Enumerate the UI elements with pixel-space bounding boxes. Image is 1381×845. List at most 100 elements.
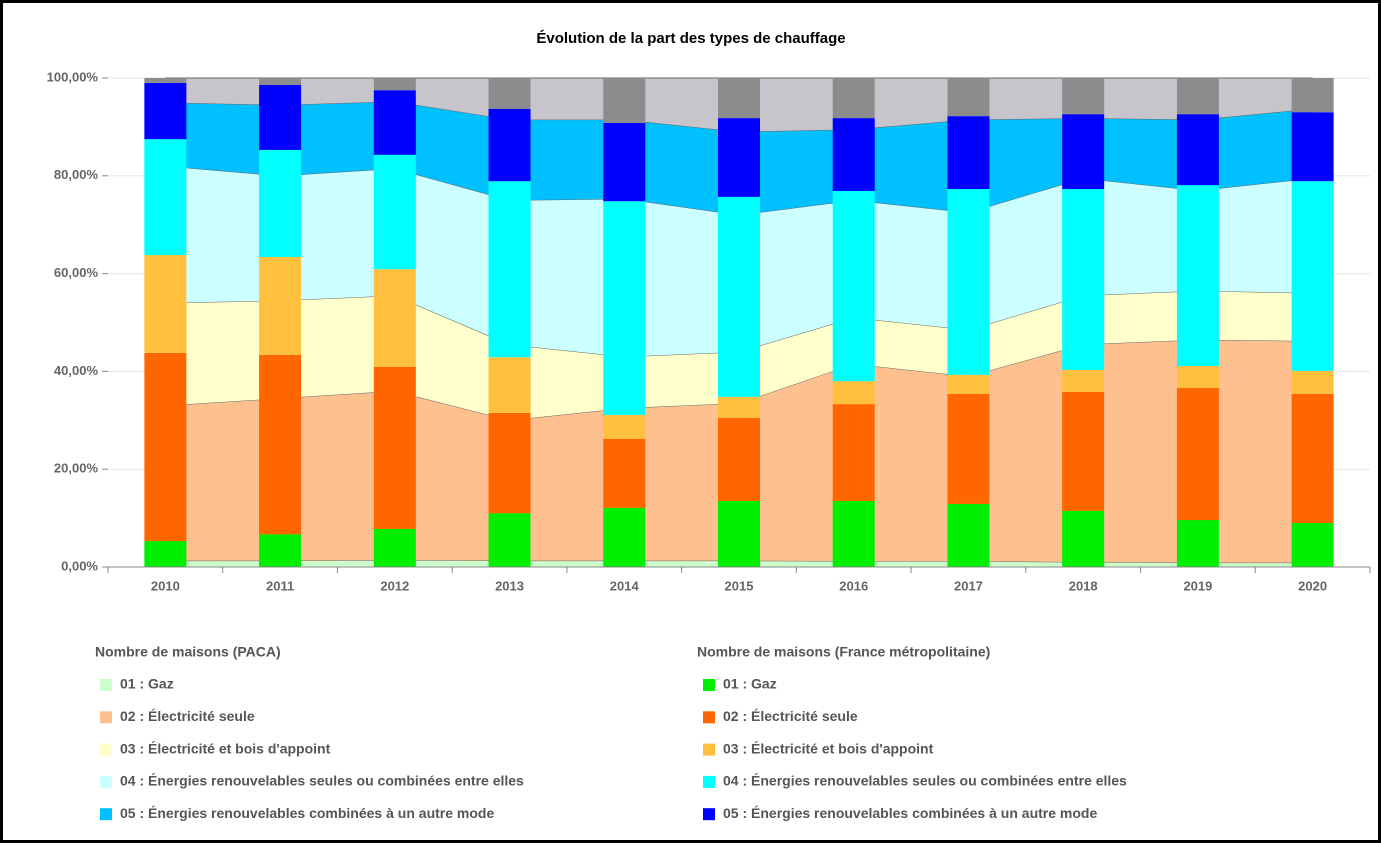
bar-segment [947, 374, 990, 394]
x-tick-label: 2014 [610, 578, 640, 593]
bar-segment [373, 90, 416, 155]
bar-segment [947, 78, 990, 117]
bar-segment [488, 78, 531, 109]
y-tick-label: 40,00% [54, 363, 99, 378]
y-tick-label: 0,00% [61, 558, 98, 573]
bar-segment [259, 256, 302, 355]
x-tick-label: 2010 [151, 578, 180, 593]
bar-segment [1176, 114, 1219, 186]
bar-segment [373, 78, 416, 91]
bar-segment [144, 352, 187, 542]
bar-segment [718, 118, 760, 197]
bar-segment [1176, 366, 1219, 389]
x-tick-label: 2020 [1298, 578, 1327, 593]
bar-segment [373, 366, 416, 529]
bar-segment [603, 507, 646, 567]
bar-segment [488, 357, 531, 413]
bar-segment [488, 412, 531, 514]
legend-label: 05 : Énergies renouvelables combinées à … [723, 805, 1097, 821]
bar-segment [373, 528, 416, 567]
legend-swatch [703, 743, 715, 756]
bar-segment [1062, 391, 1105, 511]
bar-segment [718, 417, 760, 501]
bar-segment [1062, 189, 1105, 370]
bar-segment [488, 108, 531, 182]
bar-segment [373, 269, 416, 367]
bar-segment [947, 189, 990, 375]
bar-segment [832, 500, 875, 567]
bar-segment [947, 393, 990, 504]
x-tick-label: 2017 [954, 578, 983, 593]
bar-segment [1176, 78, 1219, 115]
x-tick-label: 2013 [495, 578, 524, 593]
bar-segment [259, 149, 302, 257]
y-tick-label: 20,00% [54, 461, 99, 476]
chart: Évolution de la part des types de chauff… [47, 30, 1371, 821]
legend-label: 03 : Électricité et bois d'appoint [723, 740, 934, 756]
x-tick-label: 2011 [266, 578, 294, 593]
bar-segment [1291, 181, 1334, 371]
legend-swatch [100, 711, 112, 724]
bar-segment [718, 500, 760, 567]
legend-label: 04 : Énergies renouvelables seules ou co… [723, 773, 1127, 789]
bar-segment [144, 82, 187, 140]
bar-segment [259, 84, 302, 150]
chart-title: Évolution de la part des types de chauff… [536, 30, 845, 47]
bar-segment [144, 78, 187, 83]
legend-swatch [703, 679, 715, 691]
bar-segment [832, 118, 875, 191]
bar-segment [1062, 114, 1105, 190]
bar-segment [603, 201, 646, 415]
bar-segment [373, 154, 416, 270]
bar-segment [832, 78, 875, 119]
legend-label: 04 : Énergies renouvelables seules ou co… [120, 773, 524, 789]
bar-segment [832, 190, 875, 382]
legend-label: 02 : Électricité seule [723, 708, 858, 724]
bar-segment [1291, 393, 1334, 523]
legend-label: 01 : Gaz [723, 676, 777, 692]
bar-segment [603, 414, 646, 439]
legend-title: Nombre de maisons (France métropolitaine… [697, 644, 990, 660]
legend-swatch [100, 808, 112, 821]
bar-segment [603, 78, 646, 123]
bar-segment [718, 396, 760, 418]
legend-label: 01 : Gaz [120, 676, 174, 692]
legend-swatch [703, 775, 715, 788]
bar-segment [259, 534, 302, 567]
y-tick-label: 80,00% [54, 167, 99, 182]
legend-swatch [100, 775, 112, 788]
legend-label: 05 : Énergies renouvelables combinées à … [120, 805, 494, 821]
bar-segment [259, 78, 302, 85]
bar-segment [603, 438, 646, 508]
x-tick-label: 2012 [380, 578, 409, 593]
bar-segment [1291, 370, 1334, 394]
legend-label: 03 : Électricité et bois d'appoint [120, 740, 331, 756]
x-tick-label: 2019 [1183, 578, 1212, 593]
bar-segment [1176, 388, 1219, 521]
legend-swatch [703, 808, 715, 821]
bar-segment [832, 381, 875, 405]
bar-segment [1291, 522, 1334, 567]
bar-segment [488, 513, 531, 567]
bar-segment [144, 139, 187, 256]
legend-swatch [100, 679, 112, 691]
x-tick-label: 2018 [1069, 578, 1098, 593]
bar-segment [718, 196, 760, 397]
bar-segment [718, 78, 760, 119]
x-tick-label: 2015 [725, 578, 754, 593]
bar-segment [1062, 510, 1105, 567]
bar-segment [1176, 185, 1219, 367]
y-tick-label: 60,00% [54, 265, 99, 280]
bar-segment [1062, 369, 1105, 392]
bar-segment [144, 541, 187, 567]
bar-segment [1291, 112, 1334, 182]
bar-segment [1062, 78, 1105, 115]
legend-label: 02 : Électricité seule [120, 708, 255, 724]
bar-segment [832, 404, 875, 501]
bar-segment [1176, 520, 1219, 567]
bar-segment [144, 255, 187, 353]
bar-segment [488, 181, 531, 358]
y-tick-label: 100,00% [47, 69, 99, 84]
bar-segment [947, 116, 990, 190]
